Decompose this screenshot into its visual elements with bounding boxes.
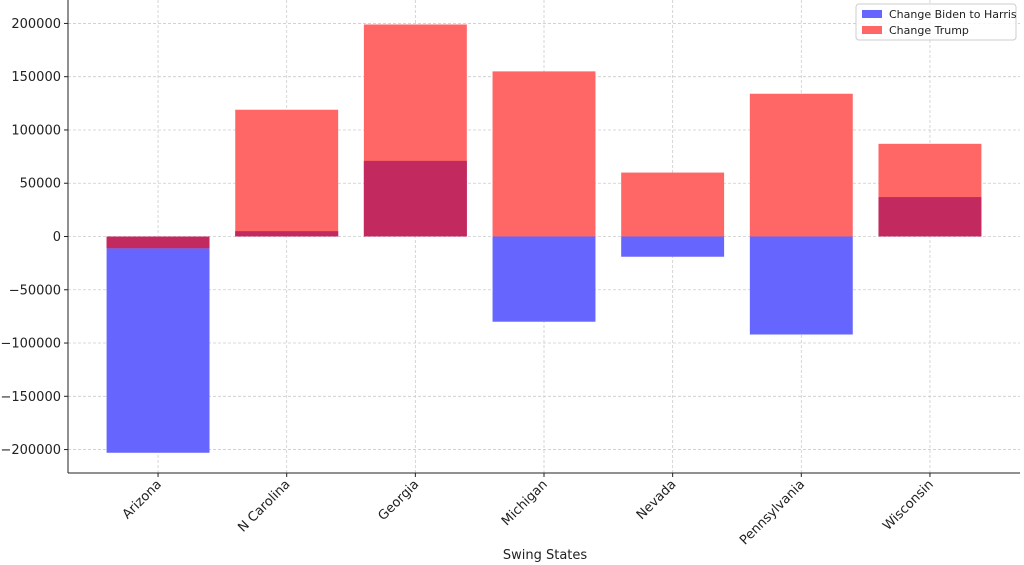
legend: Change Biden to Harris Change Trump xyxy=(855,3,1017,41)
bar-overlap-wisconsin xyxy=(878,197,982,237)
x-tick-label: Nevada xyxy=(634,477,680,523)
bar-biden-harris-pennsylvania xyxy=(749,236,853,335)
x-tick-label: Georgia xyxy=(376,477,423,524)
x-tick-label: Wisconsin xyxy=(880,477,937,534)
legend-swatch xyxy=(862,26,882,34)
legend-box xyxy=(855,3,1017,41)
y-tick-label: 100000 xyxy=(11,123,61,138)
y-tick-label: 50000 xyxy=(20,177,61,192)
y-tick-labels: −200000 −150000 −100000 −50000 0 50000 100000 1… xyxy=(0,17,68,458)
x-tick-labels: Arizona N Carolina Georgia Michigan Nevada Pe… xyxy=(120,473,937,548)
bar-overlap-georgia xyxy=(363,160,467,237)
x-axis-title: Swing States xyxy=(503,548,588,563)
legend-label: Change Trump xyxy=(889,24,969,37)
bar-overlap-arizona xyxy=(106,236,210,249)
x-tick-label: Pennsylvania xyxy=(737,477,808,548)
y-tick-label: 0 xyxy=(53,230,61,245)
legend-label: Change Biden to Harris xyxy=(889,8,1017,21)
y-tick-label: 150000 xyxy=(11,70,61,85)
y-tick-label: −50000 xyxy=(9,283,61,298)
legend-swatch xyxy=(862,10,882,18)
bar-trump-pennsylvania xyxy=(749,93,853,237)
y-tick-label: 200000 xyxy=(11,17,61,32)
bar-biden-harris-arizona xyxy=(106,236,210,453)
bar-biden-harris-nevada xyxy=(621,236,725,257)
bar-trump-michigan xyxy=(492,71,596,237)
y-tick-label: −150000 xyxy=(0,390,61,405)
x-tick-label: N Carolina xyxy=(235,477,293,535)
y-tick-label: −100000 xyxy=(0,337,61,352)
bar-trump-nevada xyxy=(621,172,725,237)
bars xyxy=(106,24,982,453)
x-tick-label: Michigan xyxy=(499,477,551,529)
x-tick-label: Arizona xyxy=(120,477,165,522)
bar-overlap-n-carolina xyxy=(235,231,339,237)
y-tick-label: −200000 xyxy=(0,443,61,458)
bar-trump-n-carolina xyxy=(235,109,339,237)
bar-biden-harris-michigan xyxy=(492,236,596,322)
